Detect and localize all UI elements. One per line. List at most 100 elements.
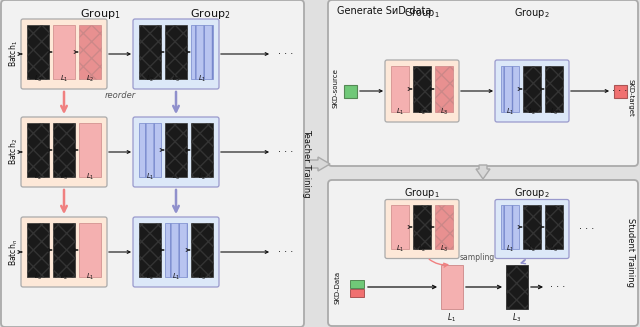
Text: · · ·: · · ·	[278, 147, 293, 157]
Text: · · ·: · · ·	[579, 224, 595, 234]
Bar	[523, 205, 541, 249]
Text: SKD-target: SKD-target	[627, 79, 633, 117]
Polygon shape	[476, 165, 490, 179]
Text: Group$_1$: Group$_1$	[80, 7, 120, 21]
Text: · · ·: · · ·	[550, 282, 565, 292]
Text: $L_1$: $L_1$	[447, 311, 456, 323]
Text: Batch$_n$: Batch$_n$	[8, 238, 20, 266]
Text: Batch$_1$: Batch$_1$	[8, 41, 20, 67]
Text: Group$_1$: Group$_1$	[404, 186, 440, 200]
Polygon shape	[305, 157, 330, 171]
Bar	[165, 123, 187, 177]
Text: $L_2$: $L_2$	[528, 243, 536, 253]
Bar	[350, 289, 364, 297]
Bar	[27, 25, 49, 79]
Text: $L_1$: $L_1$	[86, 172, 94, 182]
Text: $L_1$: $L_1$	[146, 172, 154, 182]
Text: $L_3$: $L_3$	[440, 107, 448, 117]
FancyBboxPatch shape	[328, 180, 638, 326]
Bar	[139, 223, 161, 277]
Text: $L_3$: $L_3$	[550, 107, 558, 117]
FancyBboxPatch shape	[495, 199, 569, 259]
Bar	[27, 123, 49, 177]
Bar	[350, 280, 364, 288]
Text: $L_3$: $L_3$	[60, 172, 68, 182]
Bar	[191, 223, 213, 277]
Text: $L_1$: $L_1$	[506, 243, 515, 253]
Text: $L_2$: $L_2$	[34, 172, 42, 182]
FancyBboxPatch shape	[21, 19, 107, 89]
FancyBboxPatch shape	[21, 117, 107, 187]
Text: ⋮: ⋮	[169, 195, 183, 209]
FancyBboxPatch shape	[133, 217, 219, 287]
FancyBboxPatch shape	[328, 0, 638, 166]
Bar	[79, 223, 101, 277]
Text: $L_2$: $L_2$	[418, 243, 426, 253]
Text: $L_3$: $L_3$	[550, 243, 558, 253]
Bar	[391, 205, 409, 249]
Bar	[79, 123, 101, 177]
Text: Group$_1$: Group$_1$	[404, 6, 440, 20]
Text: $L_1$: $L_1$	[86, 272, 94, 282]
Text: $L_2$: $L_2$	[418, 107, 426, 117]
Text: $L_2$: $L_2$	[60, 272, 68, 282]
FancyBboxPatch shape	[385, 199, 459, 259]
Bar	[191, 123, 213, 177]
Text: $L_3$: $L_3$	[513, 311, 522, 323]
Text: $L_2$: $L_2$	[198, 172, 206, 182]
Text: $L_1$: $L_1$	[198, 74, 206, 84]
Bar	[435, 66, 453, 112]
Text: sampling: sampling	[460, 252, 495, 262]
Text: Group$_2$: Group$_2$	[514, 6, 550, 20]
Bar	[79, 25, 101, 79]
Bar	[441, 265, 463, 309]
Text: Generate SᴎD-data: Generate SᴎD-data	[337, 6, 431, 16]
Text: $L_2$: $L_2$	[146, 74, 154, 84]
Bar	[191, 25, 213, 79]
Text: $L_1$: $L_1$	[396, 107, 404, 117]
Text: $L_2$: $L_2$	[86, 74, 94, 84]
Bar	[344, 85, 357, 98]
Text: $L_1$: $L_1$	[60, 74, 68, 84]
Bar	[165, 223, 187, 277]
Bar	[545, 205, 563, 249]
Bar	[53, 25, 75, 79]
Text: $L_3$: $L_3$	[172, 172, 180, 182]
Text: · · ·: · · ·	[278, 49, 293, 59]
Bar	[165, 25, 187, 79]
Text: reorder: reorder	[104, 91, 136, 100]
Bar	[139, 123, 161, 177]
FancyBboxPatch shape	[1, 0, 304, 327]
Text: Group$_2$: Group$_2$	[514, 186, 550, 200]
Bar	[545, 66, 563, 112]
FancyBboxPatch shape	[21, 217, 107, 287]
Bar	[614, 85, 627, 98]
Text: Group$_2$: Group$_2$	[190, 7, 230, 21]
Bar	[506, 265, 528, 309]
Text: $L_2$: $L_2$	[528, 107, 536, 117]
Text: $L_3$: $L_3$	[172, 74, 180, 84]
Bar	[435, 205, 453, 249]
Text: $L_3$: $L_3$	[34, 272, 42, 282]
Bar	[523, 66, 541, 112]
Text: $L_2$: $L_2$	[146, 272, 154, 282]
Text: Student Training: Student Training	[625, 218, 634, 287]
Bar	[413, 66, 431, 112]
Text: SKD-source: SKD-source	[333, 68, 339, 108]
Text: $L_3$: $L_3$	[198, 272, 206, 282]
Text: $L_1$: $L_1$	[506, 107, 515, 117]
Text: Teacher Training: Teacher Training	[302, 129, 311, 198]
Text: $L_1$: $L_1$	[172, 272, 180, 282]
Bar	[501, 66, 519, 112]
FancyBboxPatch shape	[133, 117, 219, 187]
FancyBboxPatch shape	[385, 60, 459, 122]
Bar	[53, 223, 75, 277]
FancyBboxPatch shape	[495, 60, 569, 122]
Bar	[139, 25, 161, 79]
Bar	[27, 223, 49, 277]
Bar	[413, 205, 431, 249]
Text: $L_3$: $L_3$	[440, 243, 448, 253]
Text: · · ·: · · ·	[612, 86, 627, 96]
FancyBboxPatch shape	[133, 19, 219, 89]
Bar	[391, 66, 409, 112]
